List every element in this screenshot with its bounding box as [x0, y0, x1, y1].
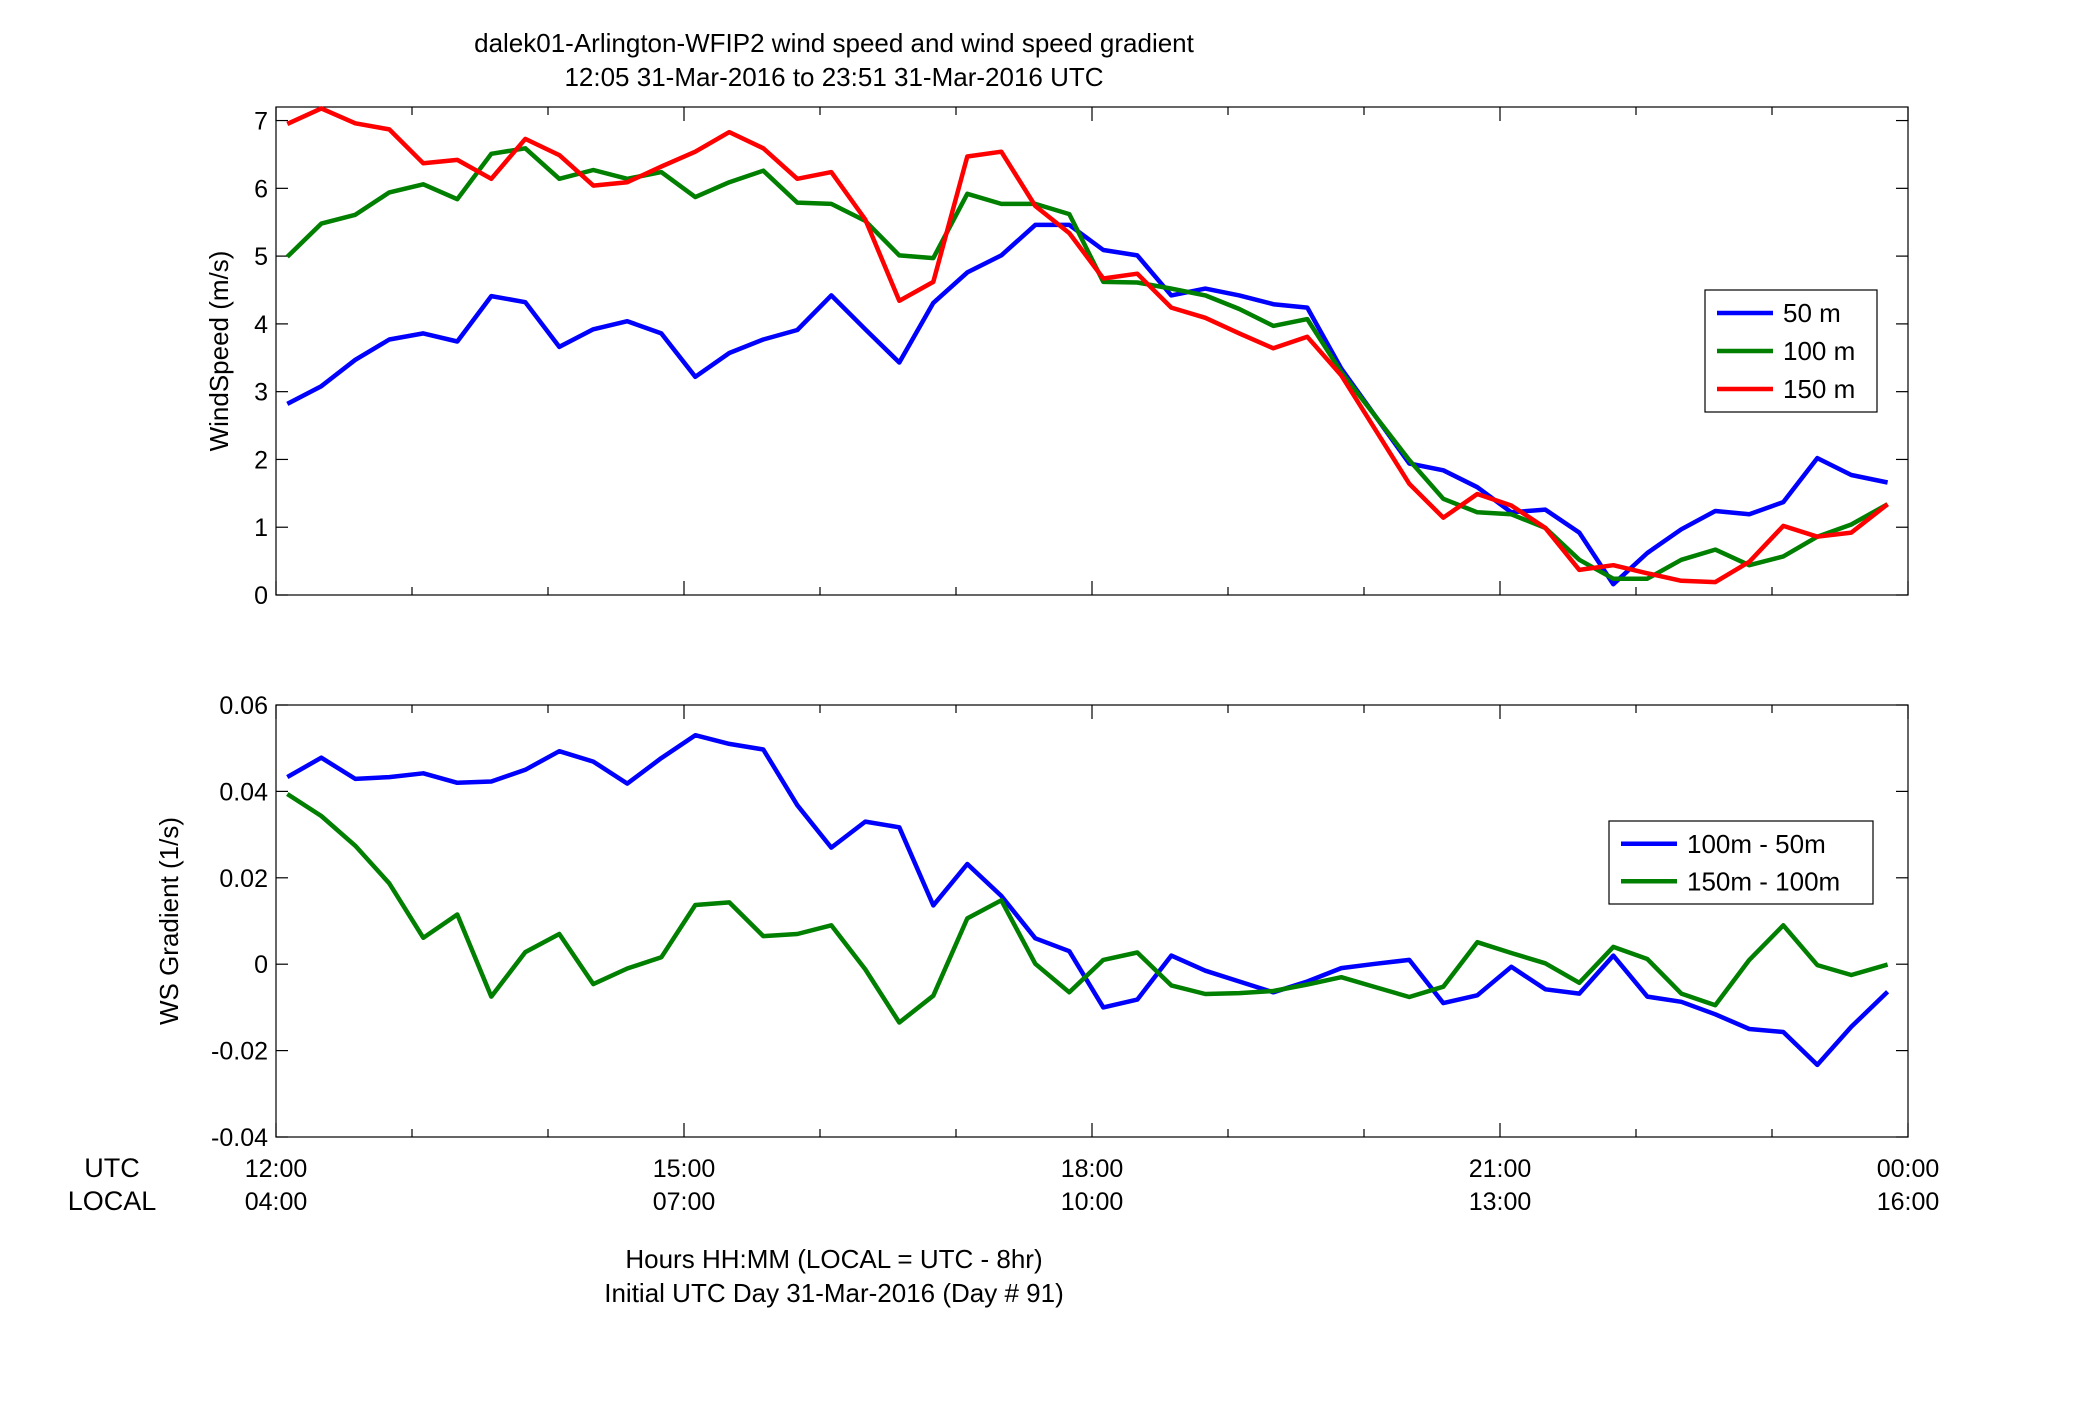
x-tick-label-local: 13:00: [1469, 1188, 1532, 1216]
y-tick-label: 5: [254, 243, 268, 271]
x-tick-label-local: 10:00: [1061, 1188, 1124, 1216]
windspeed-panel: 0 1 2 3 4 5 6 7 WindSpeed (m/s) 50 m 100 m 150 m: [204, 106, 1909, 610]
figure-title: dalek01-Arlington-WFIP2 wind speed and w…: [474, 28, 1195, 58]
x-tick-label-utc: 18:00: [1061, 1155, 1124, 1183]
x-tick-label-utc: 00:00: [1877, 1155, 1940, 1183]
legend-label: 150 m: [1783, 374, 1855, 404]
legend-box: [1608, 820, 1874, 905]
legend-label: 150m - 100m: [1687, 866, 1840, 896]
y-tick-label: 0: [254, 582, 268, 610]
y-tick-label: 3: [254, 379, 268, 407]
x-row-label-utc: UTC: [84, 1153, 140, 1183]
x-tick-label-local: 07:00: [653, 1188, 716, 1216]
y-axis-label: WS Gradient (1/s): [154, 817, 184, 1025]
y-tick-label: 1: [254, 514, 268, 542]
y-tick-label: 0.04: [219, 778, 268, 806]
x-tick-label-local: 16:00: [1877, 1188, 1940, 1216]
y-tick-label: 7: [254, 108, 268, 136]
x-tick-labels: 12:00 04:00 15:00 07:00 18:00 10:00 21:00 13:00…: [245, 1155, 1940, 1216]
series-line-100m: [285, 146, 1889, 581]
series-line-150m-100m: [286, 792, 1889, 1025]
legend-label: 100 m: [1783, 336, 1855, 366]
x-tick-label-utc: 21:00: [1469, 1155, 1532, 1183]
y-tick-label: 2: [254, 446, 268, 474]
plot-frame: [275, 106, 1909, 596]
legend: 100m - 50m 150m - 100m: [1608, 820, 1874, 905]
series-line-100m-50m: [286, 732, 1890, 1068]
plot-frame: [275, 704, 1909, 1138]
y-tick-label: 0: [254, 951, 268, 979]
legend: 50 m 100 m 150 m: [1704, 289, 1878, 413]
y-tick-label: 0.02: [219, 865, 268, 893]
legend-label: 50 m: [1783, 298, 1841, 328]
x-row-label-local: LOCAL: [68, 1186, 157, 1216]
series-line-150m: [286, 106, 1889, 585]
legend-label: 100m - 50m: [1687, 829, 1826, 859]
y-tick-label: 0.06: [219, 692, 268, 720]
y-tick-label: 4: [254, 311, 268, 339]
x-tick-label-utc: 15:00: [653, 1155, 716, 1183]
y-tick-label: 6: [254, 175, 268, 203]
x-axis-footer-line1: Hours HH:MM (LOCAL = UTC - 8hr): [625, 1244, 1042, 1274]
x-axis-footer-line2: Initial UTC Day 31-Mar-2016 (Day # 91): [604, 1278, 1064, 1308]
y-tick-label: -0.04: [211, 1124, 268, 1152]
x-tick-label-utc: 12:00: [245, 1155, 308, 1183]
y-tick-label: -0.02: [211, 1038, 268, 1066]
y-axis-label: WindSpeed (m/s): [204, 251, 234, 452]
figure-subtitle: 12:05 31-Mar-2016 to 23:51 31-Mar-2016 U…: [564, 62, 1103, 92]
x-tick-label-local: 04:00: [245, 1188, 308, 1216]
gradient-panel: -0.04 -0.02 0 0.02 0.04 0.06 WS Gradient (1/s)…: [154, 692, 1909, 1152]
